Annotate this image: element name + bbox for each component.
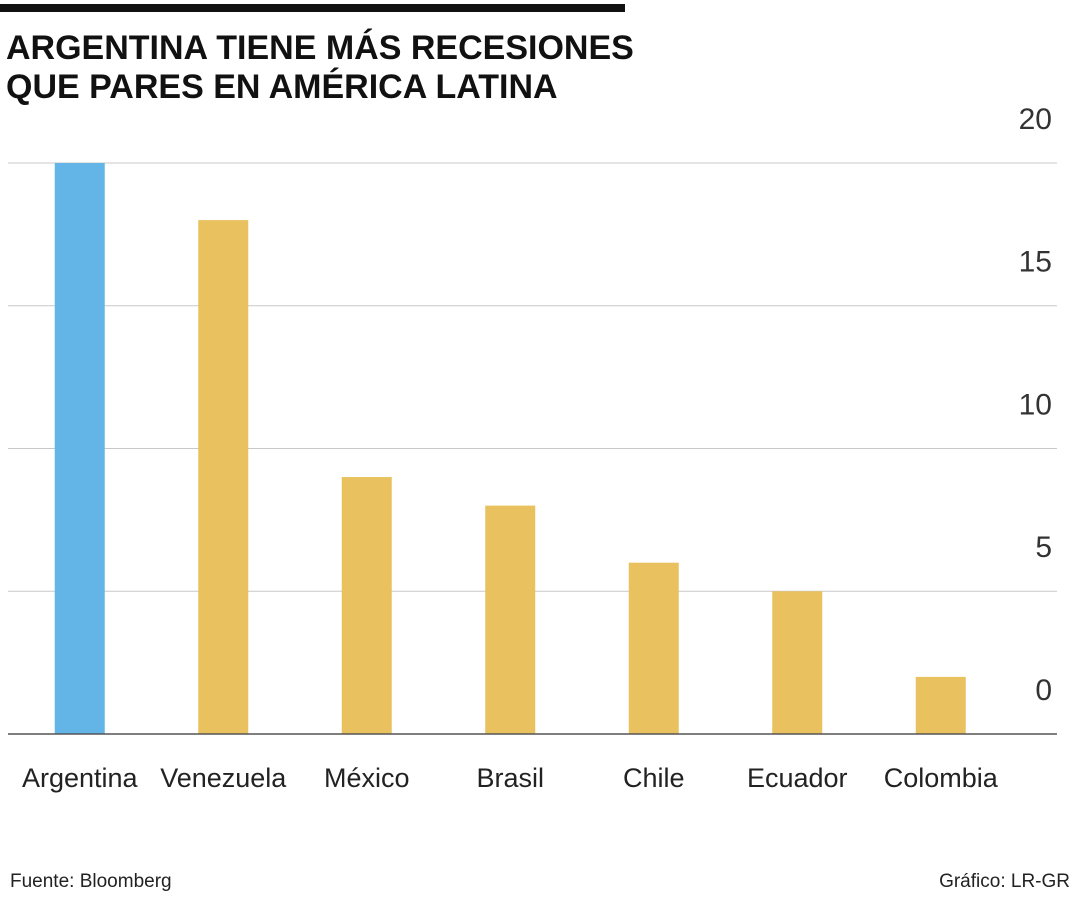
x-tick-label: Argentina [22,763,139,793]
bar [628,562,679,734]
x-tick-label: Chile [623,763,685,793]
y-tick-label: 15 [1019,246,1052,279]
bar [198,220,249,735]
x-tick-label: Colombia [884,763,999,793]
top-rule [0,4,625,12]
credit: Gráfico: LR-GR [939,871,1070,892]
bar [341,477,392,734]
chart-subtitle: QUE PARES EN AMÉRICA LATINA [6,68,558,106]
bar [772,591,823,734]
y-tick-label: 0 [1035,674,1052,707]
y-tick-label: 10 [1019,388,1052,421]
x-tick-label: México [324,763,410,793]
chart-title: ARGENTINA TIENE MÁS RECESIONES [6,29,634,67]
x-tick-label: Brasil [476,763,544,793]
bar [485,505,536,734]
x-tick-label: Venezuela [160,763,287,793]
y-tick-label: 5 [1035,531,1052,564]
y-tick-label: 20 [1019,103,1052,136]
bar [915,676,966,734]
source: Fuente: Bloomberg [10,871,172,892]
bar [54,163,105,734]
x-tick-label: Ecuador [747,763,848,793]
